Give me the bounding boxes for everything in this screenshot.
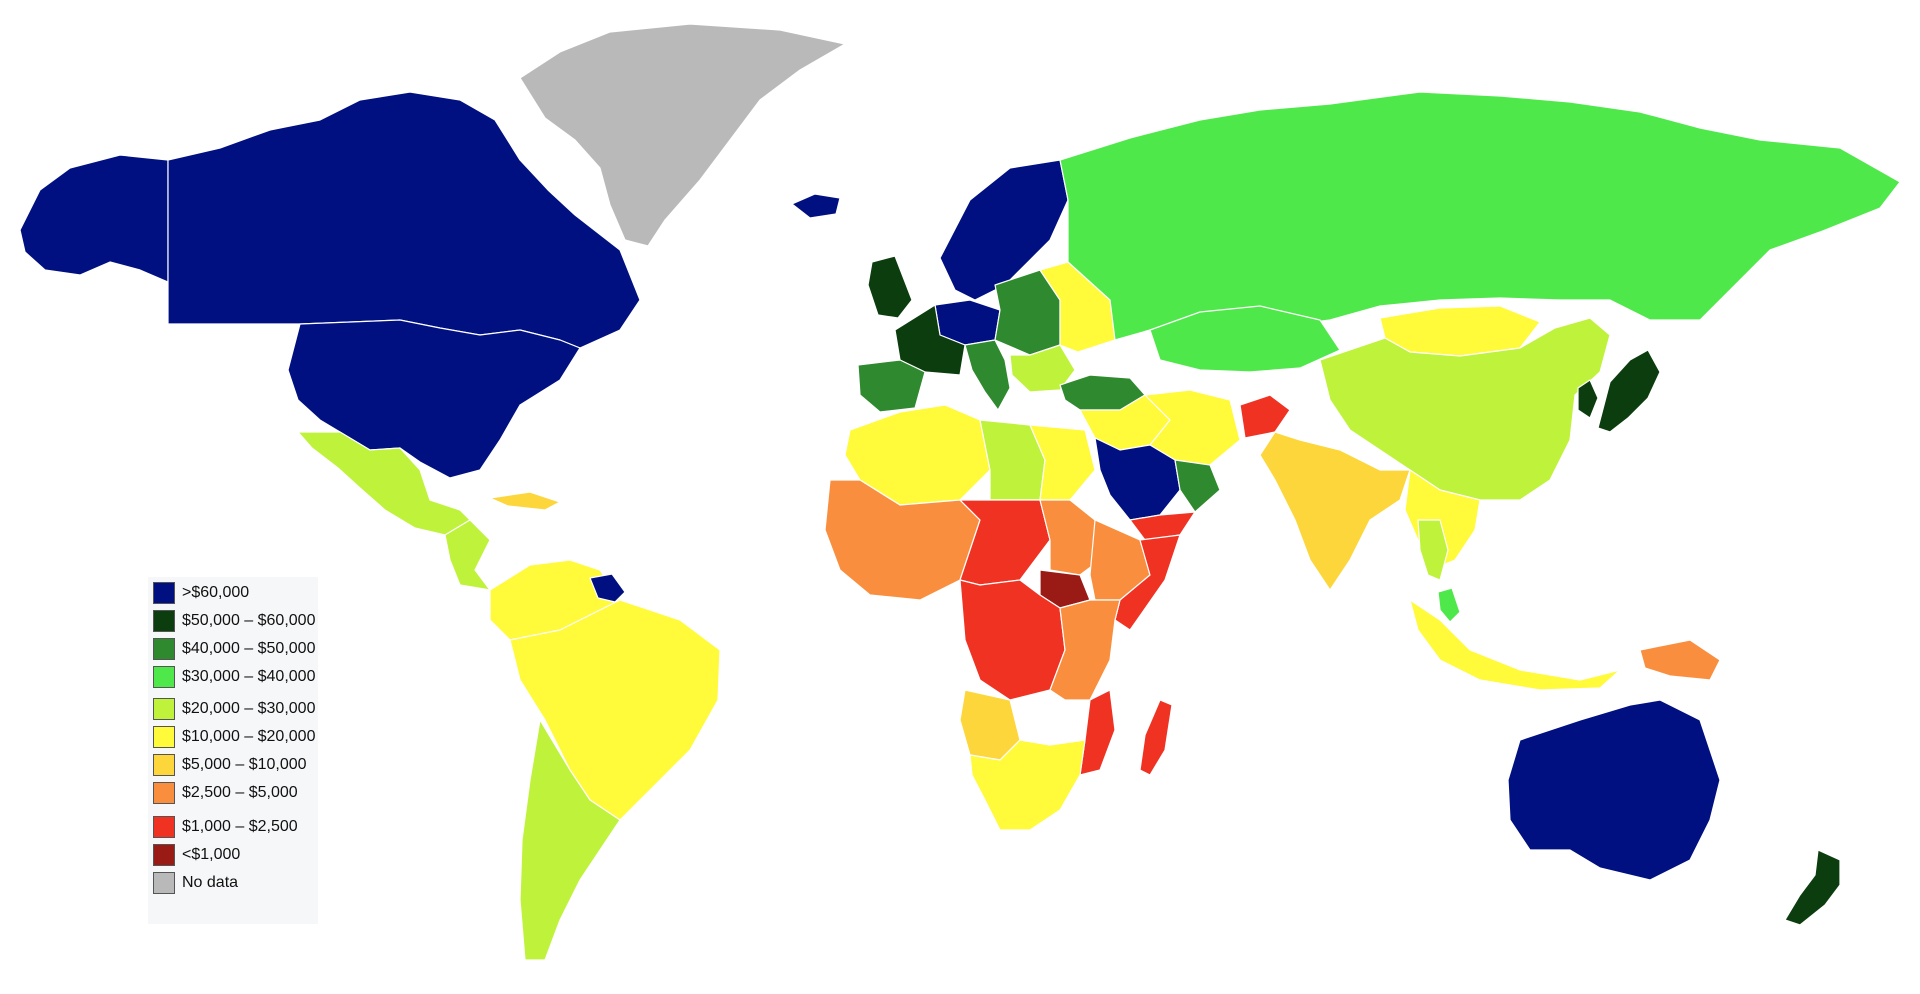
region-yemen [1129,511,1196,541]
legend-label: $5,000 – $10,000 [182,756,307,773]
region-greenland [519,23,846,247]
legend-label: $40,000 – $50,000 [182,640,316,657]
legend-swatch [153,816,175,838]
legend-swatch [153,638,175,660]
legend-item: $5,000 – $10,000 [153,753,307,777]
region-somalia [1114,534,1181,631]
legend-label: $20,000 – $30,000 [182,700,316,717]
region-madagascar [1139,699,1173,776]
legend-item: $10,000 – $20,000 [153,725,315,749]
legend-swatch [153,844,175,866]
region-italy [964,339,1011,411]
region-indonesia [1409,599,1621,691]
legend-label: $30,000 – $40,000 [182,668,316,685]
region-southern-cone [519,719,621,961]
legend-swatch [153,582,175,604]
region-japan [1597,349,1661,433]
legend-item: $1,000 – $2,500 [153,815,298,839]
legend-item: $50,000 – $60,000 [153,609,315,633]
region-afghanistan [1239,394,1291,439]
region-sudan [1039,499,1101,576]
legend-label: $50,000 – $60,000 [182,612,316,629]
legend-swatch [153,872,175,894]
region-kazakhstan [1149,305,1341,373]
legend-swatch [153,610,175,632]
legend-label: $2,500 – $5,000 [182,784,298,801]
legend-swatch [153,698,175,720]
region-brazil [509,599,721,821]
region-thailand [1417,519,1449,581]
region-korea [1577,379,1599,419]
legend-label: <$1,000 [182,846,241,863]
region-alaska [19,154,169,283]
legend-item: $40,000 – $50,000 [153,637,315,661]
legend-swatch [153,754,175,776]
region-scandinavia [939,159,1069,301]
region-china [1319,317,1611,501]
legend-label: $10,000 – $20,000 [182,728,316,745]
region-mozambique [1079,689,1116,776]
region-guyana [589,573,626,603]
legend-item: <$1,000 [153,843,240,867]
region-central-america [444,519,491,591]
region-caribbean [489,491,561,511]
region-malaysia [1437,587,1461,623]
region-balkans [1009,344,1076,393]
region-east-africa [1049,599,1121,701]
legend-label: $1,000 – $2,500 [182,818,298,835]
legend-swatch [153,726,175,748]
legend-item: $2,500 – $5,000 [153,781,298,805]
region-arabia [1094,437,1181,521]
region-iceland [791,193,841,219]
region-india [1259,431,1411,591]
region-oman [1174,459,1221,513]
legend-label: >$60,000 [182,584,250,601]
region-png [1639,639,1721,681]
legend-swatch [153,782,175,804]
region-new-zealand [1784,849,1841,926]
legend-item: >$60,000 [153,581,249,605]
region-north-africa-west [844,404,991,506]
legend-swatch [153,666,175,688]
region-sahel [959,499,1051,586]
legend: >$60,000 $50,000 – $60,000 $40,000 – $50… [148,577,318,924]
region-iberia [857,359,926,413]
legend-label: No data [182,874,239,891]
legend-item: $30,000 – $40,000 [153,665,315,689]
region-southern-africa [969,739,1086,831]
legend-item: $20,000 – $30,000 [153,697,315,721]
region-uk [867,255,913,319]
legend-item: No data [153,871,238,895]
region-australia [1507,699,1721,881]
region-usa [287,319,581,479]
